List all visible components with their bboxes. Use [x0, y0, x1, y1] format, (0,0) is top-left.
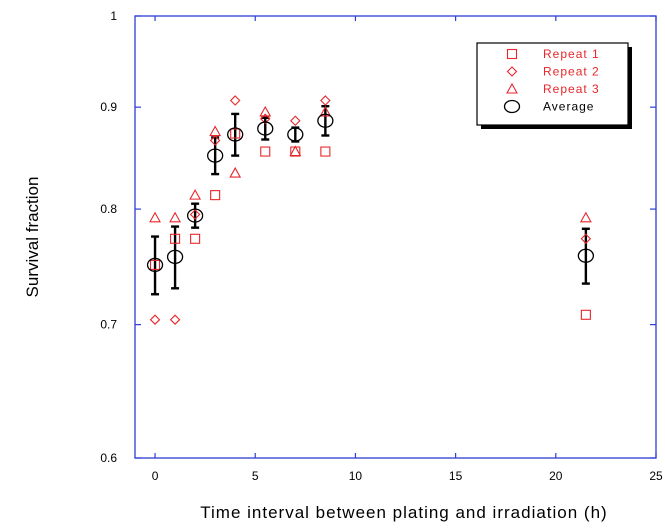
legend-marker-repeat-2	[506, 66, 518, 77]
plot-frame	[134, 15, 657, 459]
y-tick-label: 1	[110, 9, 117, 23]
y-tick-label: 0.9	[100, 100, 117, 114]
x-tick-label: 25	[649, 469, 663, 483]
legend-marker-repeat-3	[506, 82, 518, 94]
average-point	[257, 121, 274, 136]
average-point	[227, 127, 244, 142]
repeat-3-point	[319, 105, 332, 117]
legend-label-average: Average	[543, 100, 594, 114]
repeat-1-point	[210, 190, 221, 201]
repeat-3-point	[229, 166, 242, 178]
repeat-2-point	[229, 95, 241, 106]
axis-ticks: 0 5 10 15 20 25 0.6 0.7 0.8 0.9 1	[100, 9, 663, 483]
repeat-1-point	[230, 128, 241, 139]
x-tick-label: 20	[549, 469, 563, 483]
average-point	[207, 148, 224, 163]
legend: Repeat 1 Repeat 2 Repeat 3 Average	[476, 42, 632, 129]
repeat-2-point	[149, 314, 161, 325]
legend-marker-average	[503, 99, 521, 114]
x-tick-label: 10	[349, 469, 363, 483]
repeat-3-point	[169, 211, 182, 223]
legend-label-repeat-2: Repeat 2	[543, 65, 600, 79]
repeat-1-point	[260, 146, 271, 157]
x-axis-title: Time interval between plating and irradi…	[200, 503, 607, 522]
legend-label-repeat-3: Repeat 3	[543, 82, 600, 96]
repeat-1-point	[580, 309, 591, 320]
y-axis-title: Survival fraction	[23, 177, 42, 298]
repeat-1-point	[190, 233, 201, 244]
average-point	[317, 113, 334, 128]
average-point	[166, 249, 184, 265]
repeat-2-point	[209, 135, 221, 146]
repeat-3-point	[149, 211, 161, 223]
y-tick-label: 0.6	[100, 451, 117, 465]
repeat-3-point	[259, 105, 272, 117]
legend-label-repeat-1: Repeat 1	[543, 47, 600, 61]
average-point	[577, 248, 595, 263]
y-tick-label: 0.8	[100, 202, 117, 216]
data-marks	[146, 95, 595, 325]
repeat-3-point	[209, 125, 222, 137]
average-point	[287, 127, 304, 142]
repeat-2-point	[320, 95, 331, 106]
repeat-2-point	[169, 314, 181, 325]
repeat-2-point	[189, 209, 201, 220]
x-tick-label: 5	[252, 469, 259, 483]
repeat-1-point	[149, 259, 161, 270]
repeat-3-point	[189, 188, 202, 200]
repeat-1-point	[170, 233, 181, 244]
average-point	[146, 257, 164, 273]
average-point	[186, 208, 204, 223]
x-tick-label: 15	[449, 469, 463, 483]
repeat-2-point	[290, 115, 301, 127]
legend-box	[476, 42, 629, 126]
x-tick-label: 0	[152, 469, 159, 483]
repeat-2-point	[580, 233, 592, 245]
y-tick-label: 0.7	[100, 318, 117, 332]
repeat-3-point	[579, 211, 592, 223]
repeat-1-point	[320, 146, 331, 157]
legend-marker-repeat-1	[506, 48, 518, 60]
repeat-3-point	[289, 145, 302, 157]
repeat-2-point	[259, 113, 271, 125]
